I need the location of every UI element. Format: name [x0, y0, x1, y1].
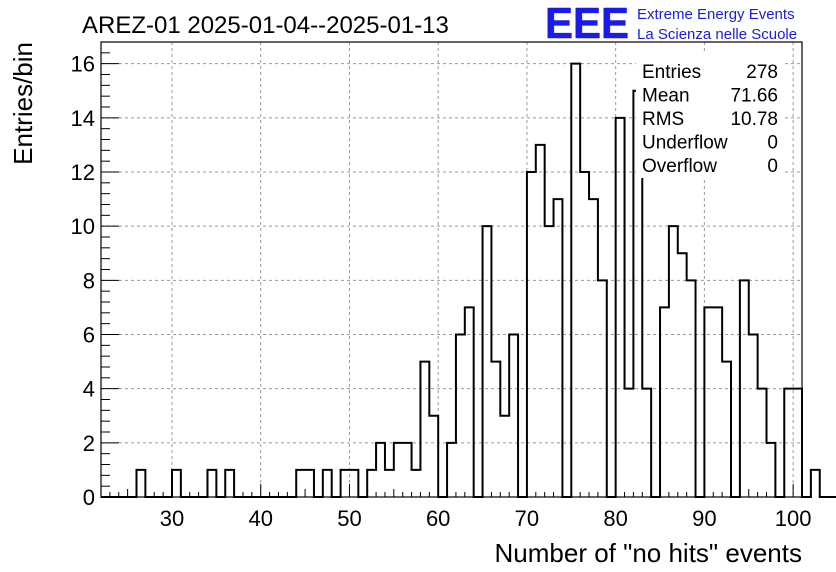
x-tick-label: 80 — [603, 506, 627, 531]
histogram-bin — [349, 470, 358, 497]
histogram-bin — [598, 280, 607, 497]
chart-title: AREZ-01 2025-01-04--2025-01-13 — [82, 12, 449, 39]
stats-label: RMS — [642, 109, 684, 130]
y-tick-label: 10 — [71, 214, 95, 239]
x-tick-label: 100 — [775, 506, 812, 531]
histogram-bin — [545, 226, 554, 497]
histogram-bin — [669, 226, 678, 497]
histogram-bin — [429, 416, 438, 497]
histogram-bin — [491, 362, 500, 497]
histogram-bin — [784, 389, 793, 497]
histogram-bin — [740, 280, 749, 497]
histogram-bin — [323, 470, 332, 497]
y-tick-label: 12 — [71, 160, 95, 185]
histogram-bin — [660, 307, 669, 497]
x-tick-label: 30 — [160, 506, 184, 531]
x-tick-label: 60 — [426, 506, 450, 531]
histogram-bin — [456, 335, 465, 498]
histogram-bin — [225, 470, 234, 497]
histogram-bin — [420, 362, 429, 497]
stats-label: Mean — [642, 86, 690, 107]
histogram-bin — [811, 470, 820, 497]
stats-value: 0 — [767, 133, 778, 154]
histogram-bin — [483, 226, 492, 497]
y-tick-label: 2 — [83, 431, 95, 456]
histogram-bin — [625, 389, 634, 497]
histogram-bin — [722, 362, 731, 497]
histogram-bin — [793, 389, 802, 497]
y-axis-label: Entries/bin — [8, 42, 38, 165]
y-tick-label: 6 — [83, 323, 95, 348]
histogram-bin — [704, 307, 713, 497]
y-tick-label: 8 — [83, 268, 95, 293]
histogram-bin — [500, 416, 509, 497]
histogram-bin — [687, 280, 696, 497]
stats-box-background — [636, 54, 782, 178]
eee-logo-mark: EEE — [545, 0, 629, 48]
y-tick-labels: 0 2 4 6 8 10 12 14 16 — [71, 52, 95, 510]
stats-label: Overflow — [642, 156, 717, 177]
histogram-bin — [616, 118, 625, 497]
x-tick-labels: 30 40 50 60 70 80 90 100 — [160, 506, 812, 531]
histogram-bin — [136, 470, 145, 497]
histogram-bin — [296, 470, 305, 497]
stats-value: 10.78 — [730, 109, 778, 130]
x-tick-label: 50 — [337, 506, 361, 531]
eee-logo-line2: La Scienza nelle Scuole — [637, 26, 797, 43]
histogram-bin — [749, 335, 758, 498]
histogram-bin — [554, 199, 563, 497]
stats-value: 278 — [746, 62, 778, 83]
histogram-bin — [767, 443, 776, 497]
histogram-bin — [305, 470, 314, 497]
stats-value: 0 — [767, 156, 778, 177]
histogram-bin — [509, 335, 518, 498]
histogram-bin — [394, 443, 403, 497]
stats-label: Entries — [642, 62, 701, 83]
histogram-series — [101, 62, 836, 498]
y-tick-label: 0 — [83, 485, 95, 510]
histogram-bin — [642, 389, 651, 497]
histogram-bin — [447, 443, 456, 497]
histogram-bin — [758, 389, 767, 497]
x-tick-label: 70 — [515, 506, 539, 531]
histogram-bin — [713, 307, 722, 497]
x-tick-label: 40 — [248, 506, 272, 531]
eee-logo: EEE Extreme Energy Events La Scienza nel… — [545, 0, 797, 48]
y-tick-label: 4 — [83, 377, 95, 402]
histogram-bin — [536, 145, 545, 497]
stats-value: 71.66 — [730, 86, 778, 107]
stats-label: Underflow — [642, 133, 728, 154]
histogram-bin — [678, 253, 687, 497]
eee-logo-line1: Extreme Energy Events — [637, 6, 795, 23]
histogram-bin — [580, 172, 589, 497]
histogram-bin — [376, 443, 385, 497]
histogram-bin — [465, 307, 474, 497]
histogram-bin — [385, 470, 394, 497]
x-axis-label: Number of "no hits" events — [495, 538, 803, 568]
histogram-bin — [403, 443, 412, 497]
histogram-bin — [589, 199, 598, 497]
x-tick-label: 90 — [692, 506, 716, 531]
histogram-bin — [527, 172, 536, 497]
histogram-bin — [412, 470, 421, 497]
histogram-bin — [207, 470, 216, 497]
histogram-bin — [341, 470, 350, 497]
histogram-bin — [571, 64, 580, 497]
histogram-bin — [367, 470, 376, 497]
histogram-bin — [172, 470, 181, 497]
y-tick-label: 14 — [71, 106, 95, 131]
y-tick-label: 16 — [71, 52, 95, 77]
